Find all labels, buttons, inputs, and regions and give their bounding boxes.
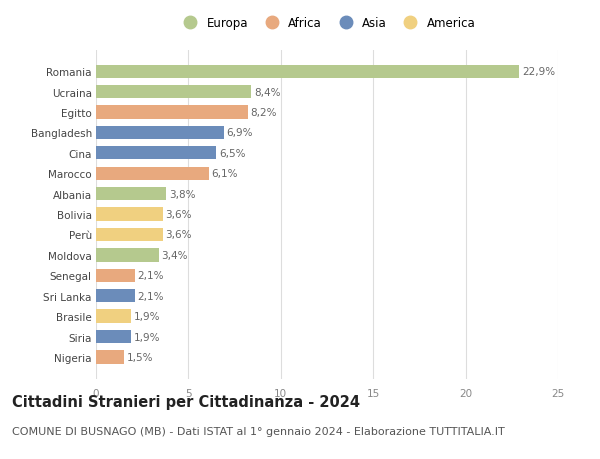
Text: 3,8%: 3,8% (169, 189, 196, 199)
Text: 2,1%: 2,1% (137, 271, 164, 280)
Text: 2,1%: 2,1% (137, 291, 164, 301)
Bar (96, 290, 135, 302)
Text: 3,6%: 3,6% (166, 210, 192, 219)
Text: 3,4%: 3,4% (161, 250, 188, 260)
Text: 1,5%: 1,5% (127, 352, 153, 362)
Text: 8,2%: 8,2% (250, 108, 277, 118)
Text: 22,9%: 22,9% (522, 67, 555, 77)
Bar (96, 330, 131, 343)
Bar (96, 86, 251, 99)
Bar (96, 249, 159, 262)
Text: COMUNE DI BUSNAGO (MB) - Dati ISTAT al 1° gennaio 2024 - Elaborazione TUTTITALIA: COMUNE DI BUSNAGO (MB) - Dati ISTAT al 1… (12, 426, 505, 436)
Bar (96, 106, 248, 119)
Text: 6,5%: 6,5% (219, 149, 245, 158)
Bar (96, 228, 163, 241)
Bar (96, 269, 135, 282)
Text: Cittadini Stranieri per Cittadinanza - 2024: Cittadini Stranieri per Cittadinanza - 2… (12, 394, 360, 409)
Bar (96, 127, 224, 140)
Legend: Europa, Africa, Asia, America: Europa, Africa, Asia, America (178, 17, 476, 30)
Bar (96, 310, 131, 323)
Bar (96, 147, 216, 160)
Text: 3,6%: 3,6% (166, 230, 192, 240)
Bar (96, 208, 163, 221)
Text: 1,9%: 1,9% (134, 332, 160, 342)
Text: 1,9%: 1,9% (134, 311, 160, 321)
Bar (96, 188, 166, 201)
Text: 6,1%: 6,1% (212, 169, 238, 179)
Text: 8,4%: 8,4% (254, 87, 281, 97)
Bar (96, 65, 519, 78)
Bar (96, 351, 124, 364)
Text: 6,9%: 6,9% (226, 128, 253, 138)
Bar (96, 167, 209, 180)
